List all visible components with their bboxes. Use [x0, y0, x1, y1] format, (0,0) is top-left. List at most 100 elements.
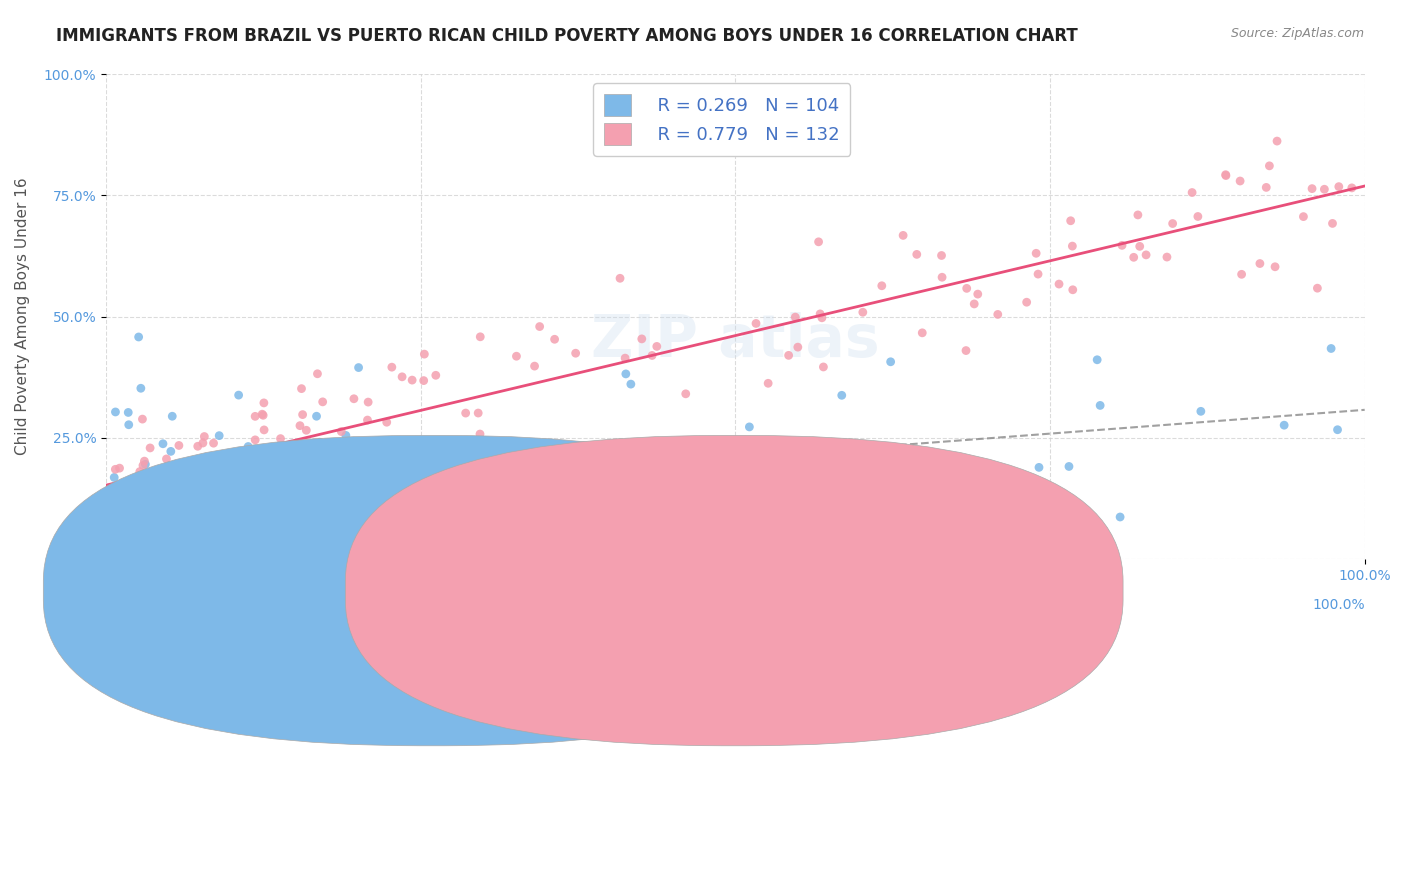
Point: [756, 376, 779, 391]
Point: [1249, 256, 1271, 270]
Point: [543, 332, 565, 346]
Point: [391, 465, 413, 479]
Point: [159, 533, 181, 547]
Point: [186, 512, 208, 526]
Point: [343, 392, 366, 406]
Point: [1057, 459, 1080, 474]
Point: [308, 435, 330, 450]
Text: IMMIGRANTS FROM BRAZIL VS PUERTO RICAN CHILD POVERTY AMONG BOYS UNDER 16 CORRELA: IMMIGRANTS FROM BRAZIL VS PUERTO RICAN C…: [56, 27, 1078, 45]
Point: [529, 319, 551, 334]
Point: [221, 475, 243, 490]
Point: [120, 550, 142, 565]
FancyBboxPatch shape: [346, 435, 1123, 746]
Point: [136, 538, 159, 552]
Point: [492, 460, 515, 475]
Point: [866, 510, 889, 524]
Point: [1161, 217, 1184, 231]
Point: [1313, 182, 1336, 196]
Point: [931, 248, 953, 262]
Point: [129, 517, 152, 532]
Point: [209, 523, 232, 537]
Point: [186, 547, 208, 561]
Point: [1062, 239, 1084, 253]
Point: [785, 310, 807, 325]
Point: [375, 415, 398, 429]
Point: [384, 528, 406, 542]
Point: [807, 235, 830, 249]
Point: [242, 505, 264, 519]
Point: [792, 453, 814, 467]
Point: [167, 438, 190, 452]
Point: [1292, 210, 1315, 224]
Point: [551, 536, 574, 550]
Point: [412, 374, 434, 388]
Point: [104, 548, 127, 562]
Point: [245, 433, 267, 447]
Point: [312, 395, 335, 409]
Point: [891, 228, 914, 243]
Point: [112, 497, 135, 511]
Point: [235, 472, 257, 486]
Point: [274, 462, 297, 476]
Point: [307, 367, 329, 381]
Point: [357, 440, 380, 454]
Point: [204, 534, 226, 549]
Legend:   R = 0.269   N = 104,   R = 0.779   N = 132: R = 0.269 N = 104, R = 0.779 N = 132: [593, 83, 851, 156]
Point: [1229, 174, 1251, 188]
Point: [288, 418, 311, 433]
Point: [879, 355, 901, 369]
Point: [1320, 342, 1343, 356]
Point: [347, 360, 370, 375]
Point: [1026, 267, 1049, 281]
Point: [1340, 181, 1362, 195]
Point: [1189, 404, 1212, 418]
Point: [152, 436, 174, 450]
Point: [337, 500, 360, 515]
Point: [97, 523, 120, 537]
Point: [111, 493, 134, 508]
Point: [813, 359, 835, 374]
Point: [1015, 295, 1038, 310]
Point: [108, 461, 131, 475]
Point: [128, 465, 150, 479]
Point: [127, 507, 149, 521]
Point: [228, 388, 250, 402]
Point: [335, 533, 357, 547]
Point: [131, 547, 153, 561]
Point: [193, 429, 215, 443]
Point: [200, 508, 222, 523]
Point: [305, 409, 328, 424]
Point: [226, 528, 249, 542]
Point: [1047, 277, 1070, 291]
Point: [141, 528, 163, 542]
Point: [131, 552, 153, 566]
Point: [914, 455, 936, 469]
Point: [205, 533, 228, 548]
Point: [112, 516, 135, 530]
Point: [145, 483, 167, 498]
Text: Puerto Ricans: Puerto Ricans: [834, 588, 939, 603]
Point: [252, 409, 274, 423]
Point: [183, 467, 205, 481]
Point: [1059, 213, 1081, 227]
Point: [391, 369, 413, 384]
Point: [931, 270, 953, 285]
Point: [270, 481, 292, 495]
Point: [132, 458, 155, 473]
Point: [1258, 159, 1281, 173]
Point: [409, 552, 432, 566]
Point: [1088, 399, 1111, 413]
Point: [118, 417, 141, 432]
Point: [139, 441, 162, 455]
Point: [142, 475, 165, 489]
Point: [104, 462, 127, 476]
Point: [401, 373, 423, 387]
Point: [381, 360, 404, 375]
Point: [413, 347, 436, 361]
Point: [183, 480, 205, 494]
Point: [304, 461, 326, 475]
Point: [614, 351, 637, 365]
Point: [238, 440, 260, 454]
Text: 0.0%: 0.0%: [107, 598, 141, 612]
Point: [966, 287, 988, 301]
